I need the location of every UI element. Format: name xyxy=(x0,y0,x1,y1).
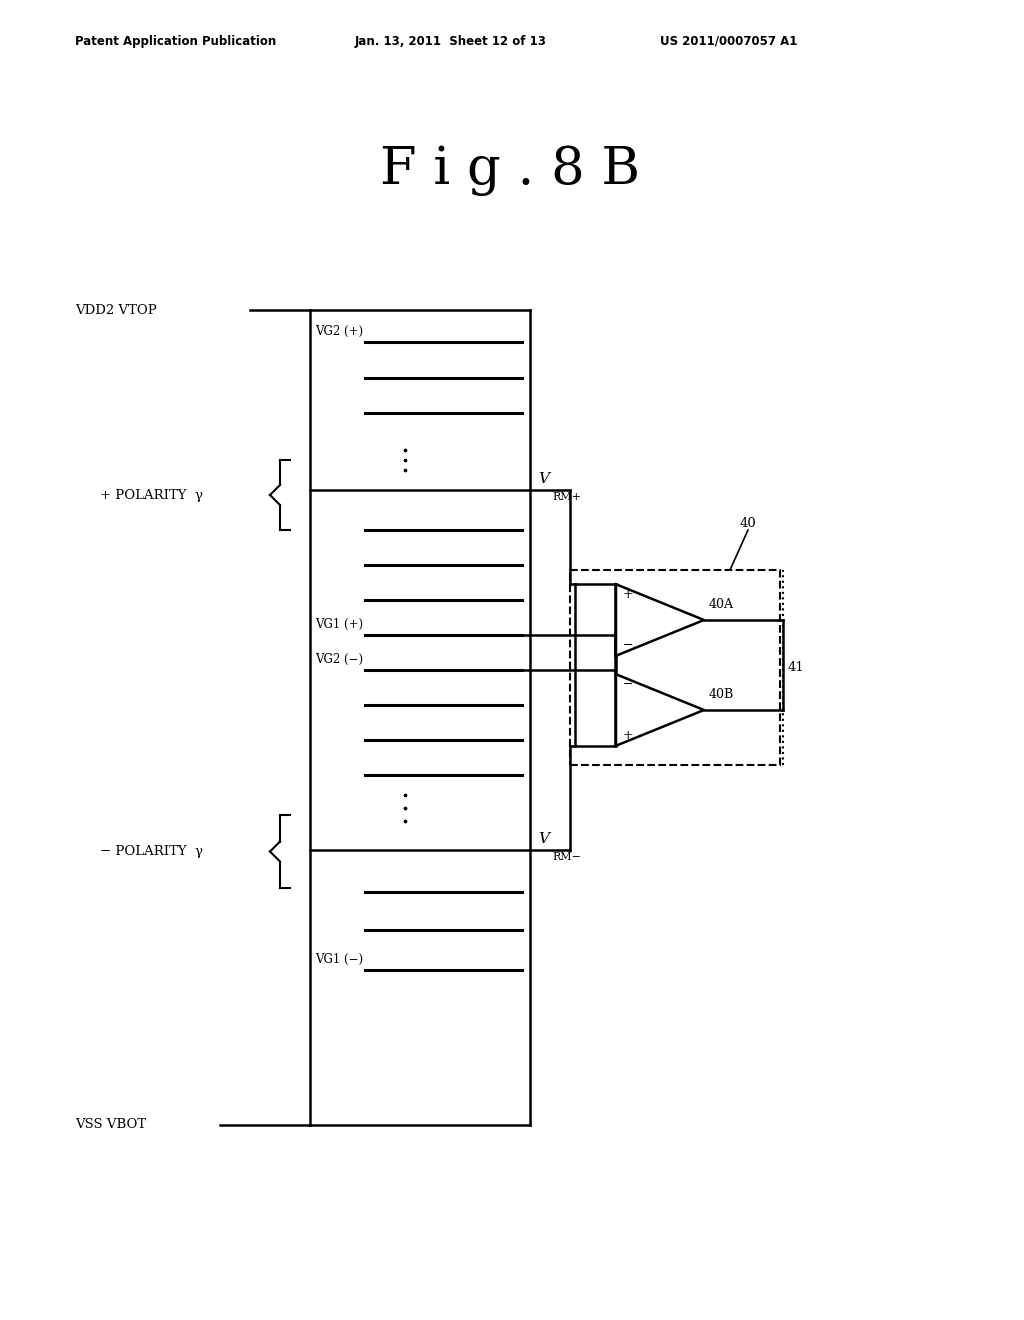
Text: US 2011/0007057 A1: US 2011/0007057 A1 xyxy=(660,36,798,48)
Bar xyxy=(570,570,780,766)
Text: F i g . 8 B: F i g . 8 B xyxy=(380,145,640,195)
Text: VG1 (−): VG1 (−) xyxy=(315,953,364,966)
Text: V: V xyxy=(538,473,549,486)
Text: Jan. 13, 2011  Sheet 12 of 13: Jan. 13, 2011 Sheet 12 of 13 xyxy=(355,36,547,48)
Text: VG2 (−): VG2 (−) xyxy=(315,653,364,667)
Text: − POLARITY  γ: − POLARITY γ xyxy=(100,845,203,858)
Text: 41: 41 xyxy=(788,661,805,675)
Text: +: + xyxy=(623,729,633,742)
Text: 40A: 40A xyxy=(709,598,734,611)
Text: RM−: RM− xyxy=(552,851,581,862)
Text: Patent Application Publication: Patent Application Publication xyxy=(75,36,276,48)
Text: −: − xyxy=(623,677,633,690)
Text: 40: 40 xyxy=(740,517,757,531)
Text: RM+: RM+ xyxy=(552,492,581,502)
Text: VG2 (+): VG2 (+) xyxy=(315,325,364,338)
Text: 40B: 40B xyxy=(709,689,734,701)
Text: −: − xyxy=(623,639,633,652)
Text: V: V xyxy=(538,832,549,846)
Text: VDD2 VTOP: VDD2 VTOP xyxy=(75,304,157,317)
Text: + POLARITY  γ: + POLARITY γ xyxy=(100,488,203,502)
Text: VG1 (+): VG1 (+) xyxy=(315,618,364,631)
Text: +: + xyxy=(623,587,633,601)
Text: VSS VBOT: VSS VBOT xyxy=(75,1118,146,1131)
